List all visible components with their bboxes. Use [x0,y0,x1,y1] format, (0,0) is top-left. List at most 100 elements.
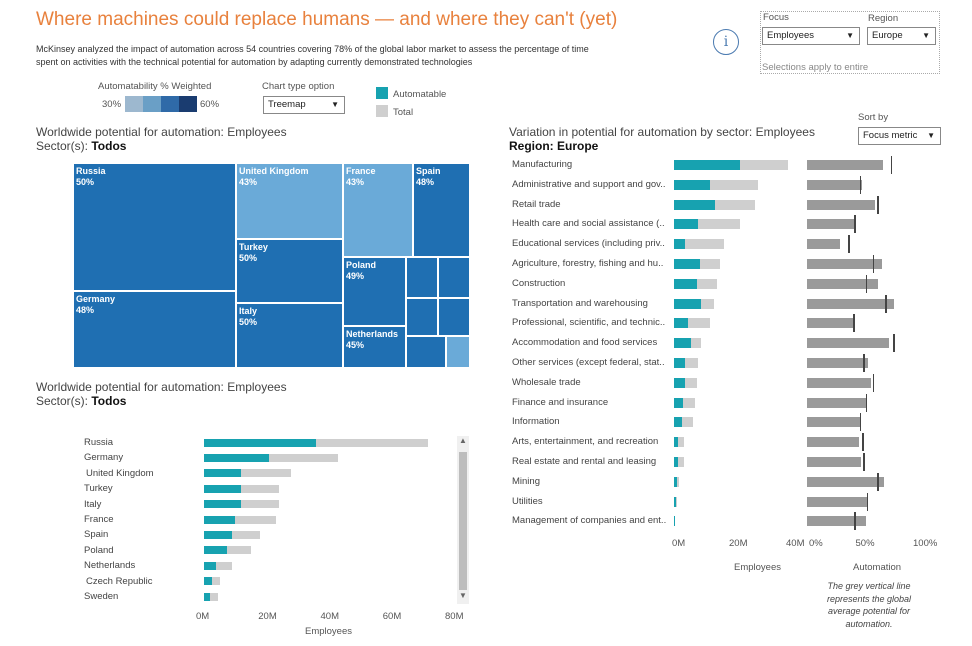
sector-label: Construction [512,277,566,289]
treemap-cell-name: United Kingdom [239,166,309,176]
sector-value: Todos [91,394,127,408]
sort-value: Focus metric [863,130,918,141]
sector-automatable-bar [674,239,686,250]
selections-note: Selections apply to entire [762,62,869,73]
sector-automatable-bar [674,397,683,408]
sector-total-bar [674,318,710,329]
country-total-bar [204,577,220,586]
global-average-line [866,492,869,511]
sector-label: Real estate and rental and leasing [512,456,657,467]
info-icon[interactable]: i [713,29,739,55]
treemap-cell [446,336,470,368]
global-average-line [893,334,895,353]
global-average-line [859,413,862,432]
sector-automatable-bar [674,318,688,329]
global-average-line [865,274,868,293]
treemap-cell-value: 50% [76,177,95,187]
focus-dropdown[interactable]: Employees ▼ [762,27,860,45]
treemap-cell-name: Netherlands [346,329,399,339]
country-label: Spain [84,529,109,541]
chart-type-label: Chart type option [262,81,335,92]
treemap-cell-name: Poland [346,260,377,270]
automatability-scale [125,96,197,112]
sort-dropdown[interactable]: Focus metric ▼ [858,127,941,145]
sector-label: Management of companies and ent.. [512,515,667,527]
treemap-cell[interactable]: Italy 50% [236,303,343,368]
chart-type-dropdown[interactable]: Treemap ▼ [263,96,345,114]
treemap-title: Worldwide potential for automation: Empl… [36,125,287,139]
global-average-line [854,215,856,234]
global-average-line [865,393,868,412]
country-total-bar [204,469,292,478]
sector-emp-tick: 20M [729,538,748,549]
treemap-cell [438,257,470,298]
sector-total-bar [674,239,724,250]
sector-automation-bar [807,377,872,388]
global-average-line [877,195,879,214]
treemap-cell[interactable]: Germany 48% [73,291,236,368]
country-label: Sweden [84,591,119,602]
country-chart-scrollbar[interactable]: ▲ ▼ [457,436,469,604]
sector-label: Professional, scientific, and technic.. [512,317,666,329]
legend-total-swatch [376,105,388,117]
region-dropdown[interactable]: Europe ▼ [867,27,936,45]
sector-automation-bar [807,417,862,428]
country-automatable-bar [204,438,317,447]
sector-total-bar [674,417,693,428]
sector-label: Agriculture, forestry, fishing and hu.. [512,258,664,269]
sector-label: Arts, entertainment, and recreation [512,436,659,448]
treemap-cell[interactable]: United Kingdom 43% [236,163,343,239]
sector-auto-label: Automation [853,562,902,573]
filter-panel [760,11,940,74]
sector-label: Retail trade [512,198,561,210]
sector-chart-title: Variation in potential for automation by… [509,125,815,139]
treemap-sector-line: Sector(s): Todos [36,139,126,153]
treemap-cell[interactable]: Russia 50% [73,163,236,291]
global-average-line [872,255,875,273]
sector-auto-tick: 100% [913,538,938,549]
treemap-cell[interactable]: Spain 48% [413,163,470,257]
sector-label: Administrative and support and gov.. [512,178,666,190]
sector-automatable-bar [674,437,678,448]
sector-automation-bar [807,338,889,349]
treemap-cell[interactable]: Netherlands 45% [343,326,406,368]
scrollbar-thumb[interactable] [459,452,467,590]
global-average-line [854,512,856,531]
country-total-bar [204,592,218,601]
sector-automation-bar [807,179,863,190]
scale-swatch [143,96,161,112]
sector-value: Todos [91,139,127,153]
sector-automation-bar [807,476,885,487]
country-label: Poland [84,544,114,556]
scroll-up-icon[interactable]: ▲ [459,436,467,445]
country-label: Germany [84,452,124,464]
country-automatable-bar [204,484,242,493]
sector-automatable-bar [674,278,697,289]
sector-automatable-bar [674,496,677,507]
country-label: United Kingdom [86,467,154,479]
sector-emp-label: Employees [734,562,781,573]
country-total-bar [204,484,279,493]
treemap-cell-name: Germany [76,294,116,304]
sector-label: Finance and insurance [512,396,609,408]
treemap-cell[interactable]: Turkey 50% [236,239,343,303]
page-description: McKinsey analyzed the impact of automati… [36,44,589,67]
sector-total-bar [674,437,684,448]
treemap-cell[interactable]: France 43% [343,163,413,257]
sector-automation-bar [807,259,882,269]
global-average-line [863,453,865,471]
chevron-down-icon: ▼ [922,31,930,40]
treemap-cell [406,257,438,298]
sector-label: Other services (except federal, stat.. [512,357,665,368]
treemap-cell-name: Turkey [239,242,268,252]
sector-auto-tick: 50% [855,538,875,549]
sector-total-bar [674,179,759,190]
country-automatable-bar [204,515,236,524]
sector-automation-bar [807,219,857,230]
scroll-down-icon[interactable]: ▼ [459,591,467,600]
country-automatable-bar [204,500,242,509]
treemap-cell-value: 50% [239,253,258,263]
sector-emp-tick: 40M [786,538,805,549]
treemap-cell[interactable]: Poland 49% [343,257,406,326]
sector-automation-bar [807,199,875,210]
